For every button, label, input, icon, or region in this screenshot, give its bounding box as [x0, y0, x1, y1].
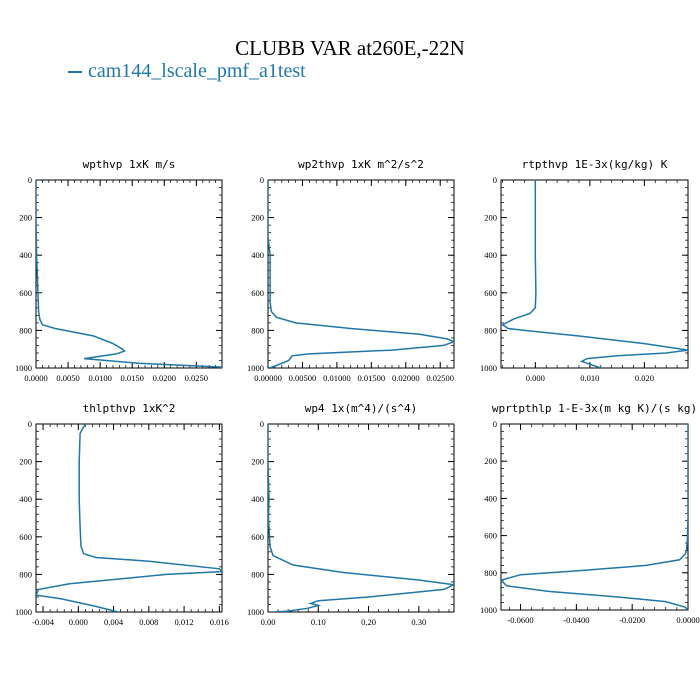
y-tick-label: 800 [19, 569, 32, 579]
plot-frame [267, 179, 455, 369]
y-tick-label: 200 [251, 213, 264, 223]
y-tick-label: 600 [484, 288, 497, 298]
x-tick-label: 0.016 [210, 617, 229, 627]
x-tick-label: 0.008 [139, 617, 158, 627]
x-tick-label: 0.0100 [88, 373, 111, 383]
y-tick-label: 600 [484, 531, 497, 541]
y-tick-label: 400 [251, 250, 264, 260]
x-tick-label: 0.0000 [676, 615, 699, 625]
x-tick-label: 0.00 [261, 617, 276, 627]
x-tick-label: -0.0400 [563, 615, 589, 625]
plot-frame [267, 423, 455, 613]
x-tick-label: -0.0600 [507, 615, 533, 625]
x-tick-label: 0.02000 [392, 373, 420, 383]
series-line [36, 424, 222, 612]
y-tick-label: 200 [251, 457, 264, 467]
x-tick-label: 0.0050 [56, 373, 79, 383]
plot-frame [500, 179, 689, 369]
y-tick-label: 1000 [247, 363, 264, 373]
y-tick-label: 200 [484, 456, 497, 466]
x-tick-label: 0.02500 [426, 373, 454, 383]
x-tick-label: 0.0150 [121, 373, 144, 383]
y-tick-label: 800 [484, 325, 497, 335]
panel-title: wp4 1x(m^4)/(s^4) [305, 402, 418, 415]
y-tick-label: 400 [19, 250, 32, 260]
panel-title: thlpthvp 1xK^2 [83, 402, 176, 415]
y-tick-label: 600 [251, 532, 264, 542]
panel-title: wpthvp 1xK m/s [83, 158, 176, 171]
x-tick-label: 0.010 [580, 373, 599, 383]
y-tick-label: 200 [19, 457, 32, 467]
y-tick-label: 0 [260, 419, 264, 429]
x-tick-label: 0.012 [175, 617, 194, 627]
series-line [501, 180, 688, 368]
y-tick-label: 400 [484, 250, 497, 260]
legend-line-icon [68, 71, 82, 74]
y-tick-label: 800 [19, 325, 32, 335]
x-tick-label: 0.000 [526, 373, 545, 383]
y-tick-label: 1000 [247, 607, 264, 617]
x-tick-label: 0.30 [411, 617, 426, 627]
y-tick-label: 1000 [15, 363, 32, 373]
plot-panel-6: wprtpthlp 1-E-3x(m kg K)/(s kg) -0.0600 -0… [480, 402, 700, 625]
figure-title: CLUBB VAR at260E,-22N [235, 36, 465, 60]
x-tick-label: 0.0200 [153, 373, 176, 383]
series-line [501, 424, 688, 610]
panel-title: wp2thvp 1xK m^2/s^2 [298, 158, 424, 171]
plot-panel-4: thlpthvp 1xK^2 -0.004 0.000 0.004 0.008 0.012… [15, 402, 229, 627]
panel-title: wprtpthlp 1-E-3x(m kg K)/(s kg) [492, 402, 697, 415]
x-tick-label: 0.01000 [323, 373, 351, 383]
x-tick-label: 0.000 [69, 617, 88, 627]
y-tick-label: 0 [493, 175, 497, 185]
x-tick-label: -0.0200 [619, 615, 645, 625]
y-tick-label: 600 [19, 288, 32, 298]
plot-panel-3: rtpthvp 1E-3x(kg/kg) K 0.000 0.010 0.020 0 20… [480, 158, 689, 383]
x-tick-label: -0.004 [32, 617, 55, 627]
y-tick-label: 1000 [15, 607, 32, 617]
plot-panel-1: wpthvp 1xK m/s 0.0000 0.0050 0.0100 0.0150 0.… [15, 158, 223, 383]
series-line [36, 180, 222, 368]
y-tick-label: 800 [484, 568, 497, 578]
legend-label: cam144_lscale_pmf_a1test [88, 60, 306, 82]
x-tick-label: 0.020 [635, 373, 654, 383]
plot-frame [500, 423, 689, 611]
x-tick-label: 0.0250 [185, 373, 208, 383]
x-tick-label: 0.00500 [289, 373, 317, 383]
y-tick-label: 0 [493, 419, 497, 429]
y-tick-label: 600 [19, 532, 32, 542]
series-line [268, 180, 454, 368]
plot-frame [35, 179, 223, 369]
y-tick-label: 400 [251, 494, 264, 504]
plot-frame [35, 423, 223, 613]
x-tick-label: 0.004 [104, 617, 124, 627]
x-tick-label: 0.01500 [358, 373, 386, 383]
y-tick-label: 800 [251, 569, 264, 579]
y-tick-label: 200 [484, 213, 497, 223]
y-tick-label: 200 [19, 213, 32, 223]
plot-panel-2: wp2thvp 1xK m^2/s^2 0.00000 0.00500 0.01000… [247, 158, 455, 383]
x-tick-label: 0.20 [361, 617, 376, 627]
x-tick-label: 0.10 [311, 617, 326, 627]
y-tick-label: 0 [28, 419, 32, 429]
x-tick-label: 0.00000 [254, 373, 282, 383]
y-tick-label: 800 [251, 325, 264, 335]
y-tick-label: 600 [251, 288, 264, 298]
legend-entry: cam144_lscale_pmf_a1test [68, 60, 306, 83]
y-tick-label: 0 [28, 175, 32, 185]
y-tick-label: 1000 [480, 605, 497, 615]
y-tick-label: 400 [19, 494, 32, 504]
plot-panel-5: wp4 1x(m^4)/(s^4) 0.00 0.10 0.20 0.30 0 200 400… [247, 402, 455, 627]
y-tick-label: 0 [260, 175, 264, 185]
x-tick-label: 0.0000 [24, 373, 47, 383]
y-tick-label: 1000 [480, 363, 497, 373]
y-tick-label: 400 [484, 493, 497, 503]
series-line [268, 424, 454, 612]
panel-title: rtpthvp 1E-3x(kg/kg) K [522, 158, 668, 171]
